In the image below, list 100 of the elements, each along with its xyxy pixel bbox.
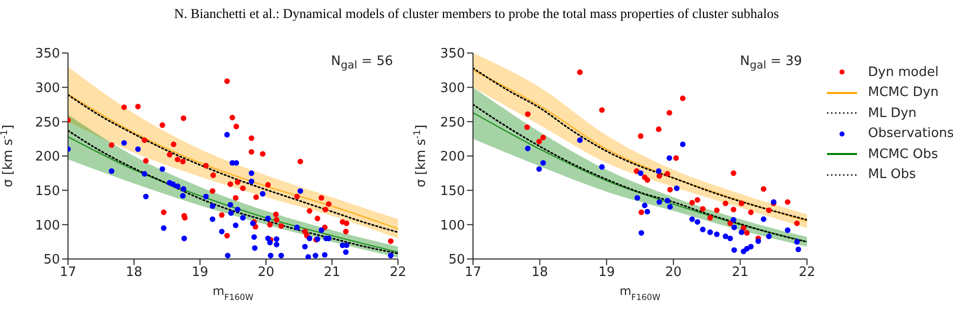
point [210,216,216,222]
x-axis-title: m$_{F160W}$ [620,284,660,302]
point [135,146,141,152]
point [343,249,349,255]
point [314,216,320,222]
point [343,228,349,234]
point [180,115,186,122]
point [524,146,531,152]
point [160,210,166,216]
point [180,186,186,192]
point [232,195,238,201]
point [312,252,318,258]
point [278,223,284,229]
point [794,239,800,245]
point [253,194,259,200]
x-tick-label: 20 [258,265,274,280]
point [784,199,790,205]
point [326,201,332,207]
point [673,155,679,161]
point [638,210,644,216]
point [306,208,312,214]
legend-label: ML Dyn [868,106,917,121]
point [218,228,225,234]
point [240,185,246,192]
point [766,207,772,214]
point [680,96,686,102]
point [599,164,605,170]
point [306,236,312,242]
point [722,200,728,206]
x-tick-label: 19 [598,265,615,280]
point [248,149,254,155]
point [730,170,736,176]
point [294,194,300,200]
point [228,181,234,187]
point [265,182,271,188]
point [599,107,605,113]
point [694,219,700,225]
point [524,111,531,117]
point [234,124,240,130]
point [160,122,166,128]
point [707,229,713,236]
point [730,217,736,223]
point [273,212,279,218]
point [638,230,644,236]
x-tick-label: 20 [665,265,682,280]
point [664,198,670,204]
annotation: N$_{gal}$ = 39 [740,54,802,72]
legend-label: Dyn model [868,64,939,80]
point [642,202,648,208]
point [656,173,662,179]
point [689,200,695,206]
point [180,158,186,164]
x-tick-label: 17 [464,265,482,280]
point [760,216,766,222]
point [174,183,180,190]
point [730,206,736,212]
point [656,126,662,132]
x-tick-label: 18 [532,265,548,280]
point [278,252,284,258]
point [274,242,280,248]
point [722,234,728,240]
point [700,206,706,212]
point [667,204,673,210]
point [121,140,127,146]
y-tick-label: 350 [440,46,465,62]
point [318,227,324,233]
point [174,156,180,162]
y-tick-label: 50 [448,252,465,268]
point [180,193,186,199]
point [577,137,583,144]
point [182,215,188,221]
y-tick-label: 200 [440,150,465,165]
point [298,188,304,194]
point [714,231,720,238]
point [240,215,246,221]
point [524,124,530,130]
point [108,168,114,174]
point [656,199,662,205]
point [135,104,141,110]
point [224,78,230,84]
y-tick-label: 150 [440,184,465,199]
point [744,230,750,236]
point [181,236,187,242]
point [170,142,176,148]
point [274,236,280,242]
point [230,114,236,120]
point [540,160,546,166]
point [143,194,149,200]
point [305,254,312,259]
point [265,216,271,222]
x-tick-label: 21 [732,265,748,280]
point [218,212,225,218]
point [796,246,802,252]
point [232,222,238,228]
legend-label: ML Obs [868,167,916,182]
point [267,222,273,228]
x-tick-label: 22 [798,265,816,280]
point [224,232,230,238]
point [731,224,737,230]
point [388,252,394,258]
